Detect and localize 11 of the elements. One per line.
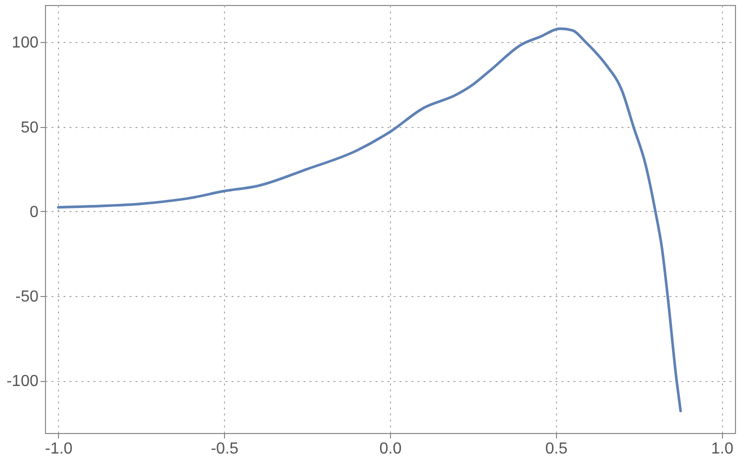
y-tick-label: -100 [6, 373, 39, 390]
y-tick-label: 0 [30, 204, 39, 221]
x-tick-label: -1.0 [44, 440, 73, 458]
line-series [56, 27, 682, 412]
y-tick-label: 100 [12, 34, 39, 52]
y-tick-label: 50 [20, 119, 39, 136]
x-tick-label: 0.5 [545, 440, 568, 458]
x-tick-label: -0.5 [210, 440, 239, 458]
x-tick-label: 1.0 [711, 440, 734, 458]
x-tick-label: 0.0 [379, 440, 402, 458]
y-tick-label: -50 [15, 288, 39, 306]
